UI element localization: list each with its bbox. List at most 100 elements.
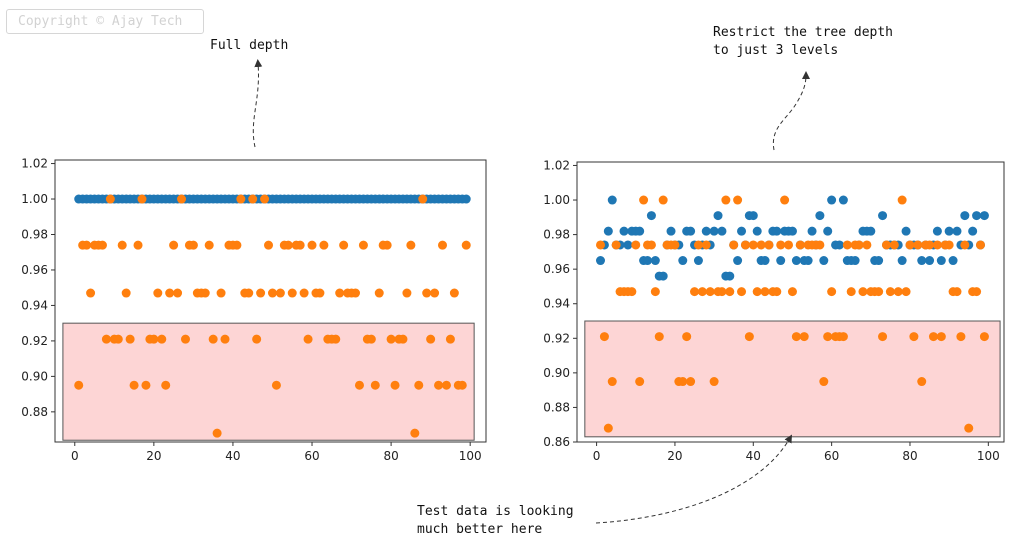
x-tick-label: 0 xyxy=(71,449,79,463)
test-point xyxy=(422,288,432,298)
train-point xyxy=(925,256,935,266)
test-point xyxy=(650,287,660,297)
annotation-restrict-line-1: Restrict the tree depth xyxy=(713,25,894,40)
test-point xyxy=(654,332,664,342)
y-tick-label: 0.90 xyxy=(543,366,570,380)
test-point xyxy=(678,377,688,387)
restrict-depth-arrow xyxy=(772,71,810,151)
test-point xyxy=(925,240,935,250)
test-point xyxy=(149,334,159,344)
test-point xyxy=(944,240,954,250)
test-point xyxy=(165,288,175,298)
highlight-region xyxy=(62,322,475,441)
test-point xyxy=(390,380,400,390)
test-point xyxy=(449,288,459,298)
y-tick-label: 0.98 xyxy=(21,227,48,241)
train-point xyxy=(619,226,629,236)
test-point xyxy=(690,287,700,297)
annotation-test-line-1: Test data is looking xyxy=(417,504,574,519)
test-point xyxy=(339,240,349,250)
test-point xyxy=(956,332,966,342)
test-point xyxy=(248,194,258,204)
test-point xyxy=(133,240,143,250)
train-point xyxy=(643,256,653,266)
y-tick-label: 1.02 xyxy=(21,157,48,171)
train-point xyxy=(819,256,829,266)
train-point xyxy=(678,256,688,266)
train-point xyxy=(815,211,825,221)
test-point xyxy=(897,195,907,205)
test-point xyxy=(858,287,868,297)
x-tick-label: 40 xyxy=(225,449,240,463)
test-point xyxy=(631,240,641,250)
test-point xyxy=(917,377,927,387)
test-point xyxy=(374,288,384,298)
test-point xyxy=(86,288,96,298)
test-point xyxy=(303,334,313,344)
full-depth-arrow xyxy=(252,59,263,148)
train-point xyxy=(650,256,660,266)
train-point xyxy=(932,226,942,236)
test-point xyxy=(351,288,361,298)
train-point xyxy=(686,226,696,236)
test-point xyxy=(434,380,444,390)
test-point xyxy=(795,240,805,250)
train-point xyxy=(748,211,758,221)
y-tick-label: 0.96 xyxy=(543,262,570,276)
test-point xyxy=(764,240,774,250)
train-point xyxy=(827,195,837,205)
test-point xyxy=(878,332,888,342)
test-point xyxy=(260,194,270,204)
test-point xyxy=(208,334,218,344)
test-point xyxy=(693,240,703,250)
test-point xyxy=(909,332,919,342)
y-tick-label: 0.94 xyxy=(21,298,48,312)
test-point xyxy=(335,288,345,298)
test-point xyxy=(780,195,790,205)
test-point xyxy=(799,332,809,342)
train-point xyxy=(968,226,978,236)
train-point xyxy=(701,226,711,236)
test-point xyxy=(646,240,656,250)
train-point xyxy=(623,240,633,250)
train-point xyxy=(776,256,786,266)
test-point xyxy=(639,195,649,205)
test-point xyxy=(398,334,408,344)
left-chart-full-depth: 0 20 40 60 80 100 0.88 0.90 0.92 0.94 0.96 0.98 1.00… xyxy=(21,157,487,463)
x-tick-label: 80 xyxy=(902,449,917,463)
test-point xyxy=(658,195,668,205)
test-point xyxy=(936,332,946,342)
test-point xyxy=(972,287,982,297)
test-point xyxy=(905,240,915,250)
train-point xyxy=(803,256,813,266)
test-point xyxy=(744,332,754,342)
test-point xyxy=(382,240,392,250)
test-point xyxy=(815,240,825,250)
copyright-watermark: Copyright © Ajay Tech xyxy=(6,9,204,34)
test-point xyxy=(256,288,266,298)
train-point xyxy=(952,226,962,236)
test-point xyxy=(913,240,923,250)
test-point xyxy=(252,334,262,344)
train-point xyxy=(787,226,797,236)
test-point xyxy=(441,380,451,390)
test-point xyxy=(823,332,833,342)
test-point xyxy=(740,240,750,250)
train-point xyxy=(772,226,782,236)
train-point xyxy=(838,195,848,205)
test-point xyxy=(964,423,974,433)
test-point xyxy=(885,287,895,297)
train-point xyxy=(874,256,884,266)
test-point xyxy=(784,240,794,250)
test-point xyxy=(701,240,711,250)
y-tick-label: 0.94 xyxy=(543,297,570,311)
test-point xyxy=(101,334,111,344)
test-point xyxy=(244,288,254,298)
x-tick-label: 0 xyxy=(593,449,601,463)
test-point xyxy=(113,334,123,344)
y-tick-label: 1.02 xyxy=(543,158,570,172)
test-point xyxy=(287,288,297,298)
test-point xyxy=(791,332,801,342)
test-point xyxy=(599,332,609,342)
